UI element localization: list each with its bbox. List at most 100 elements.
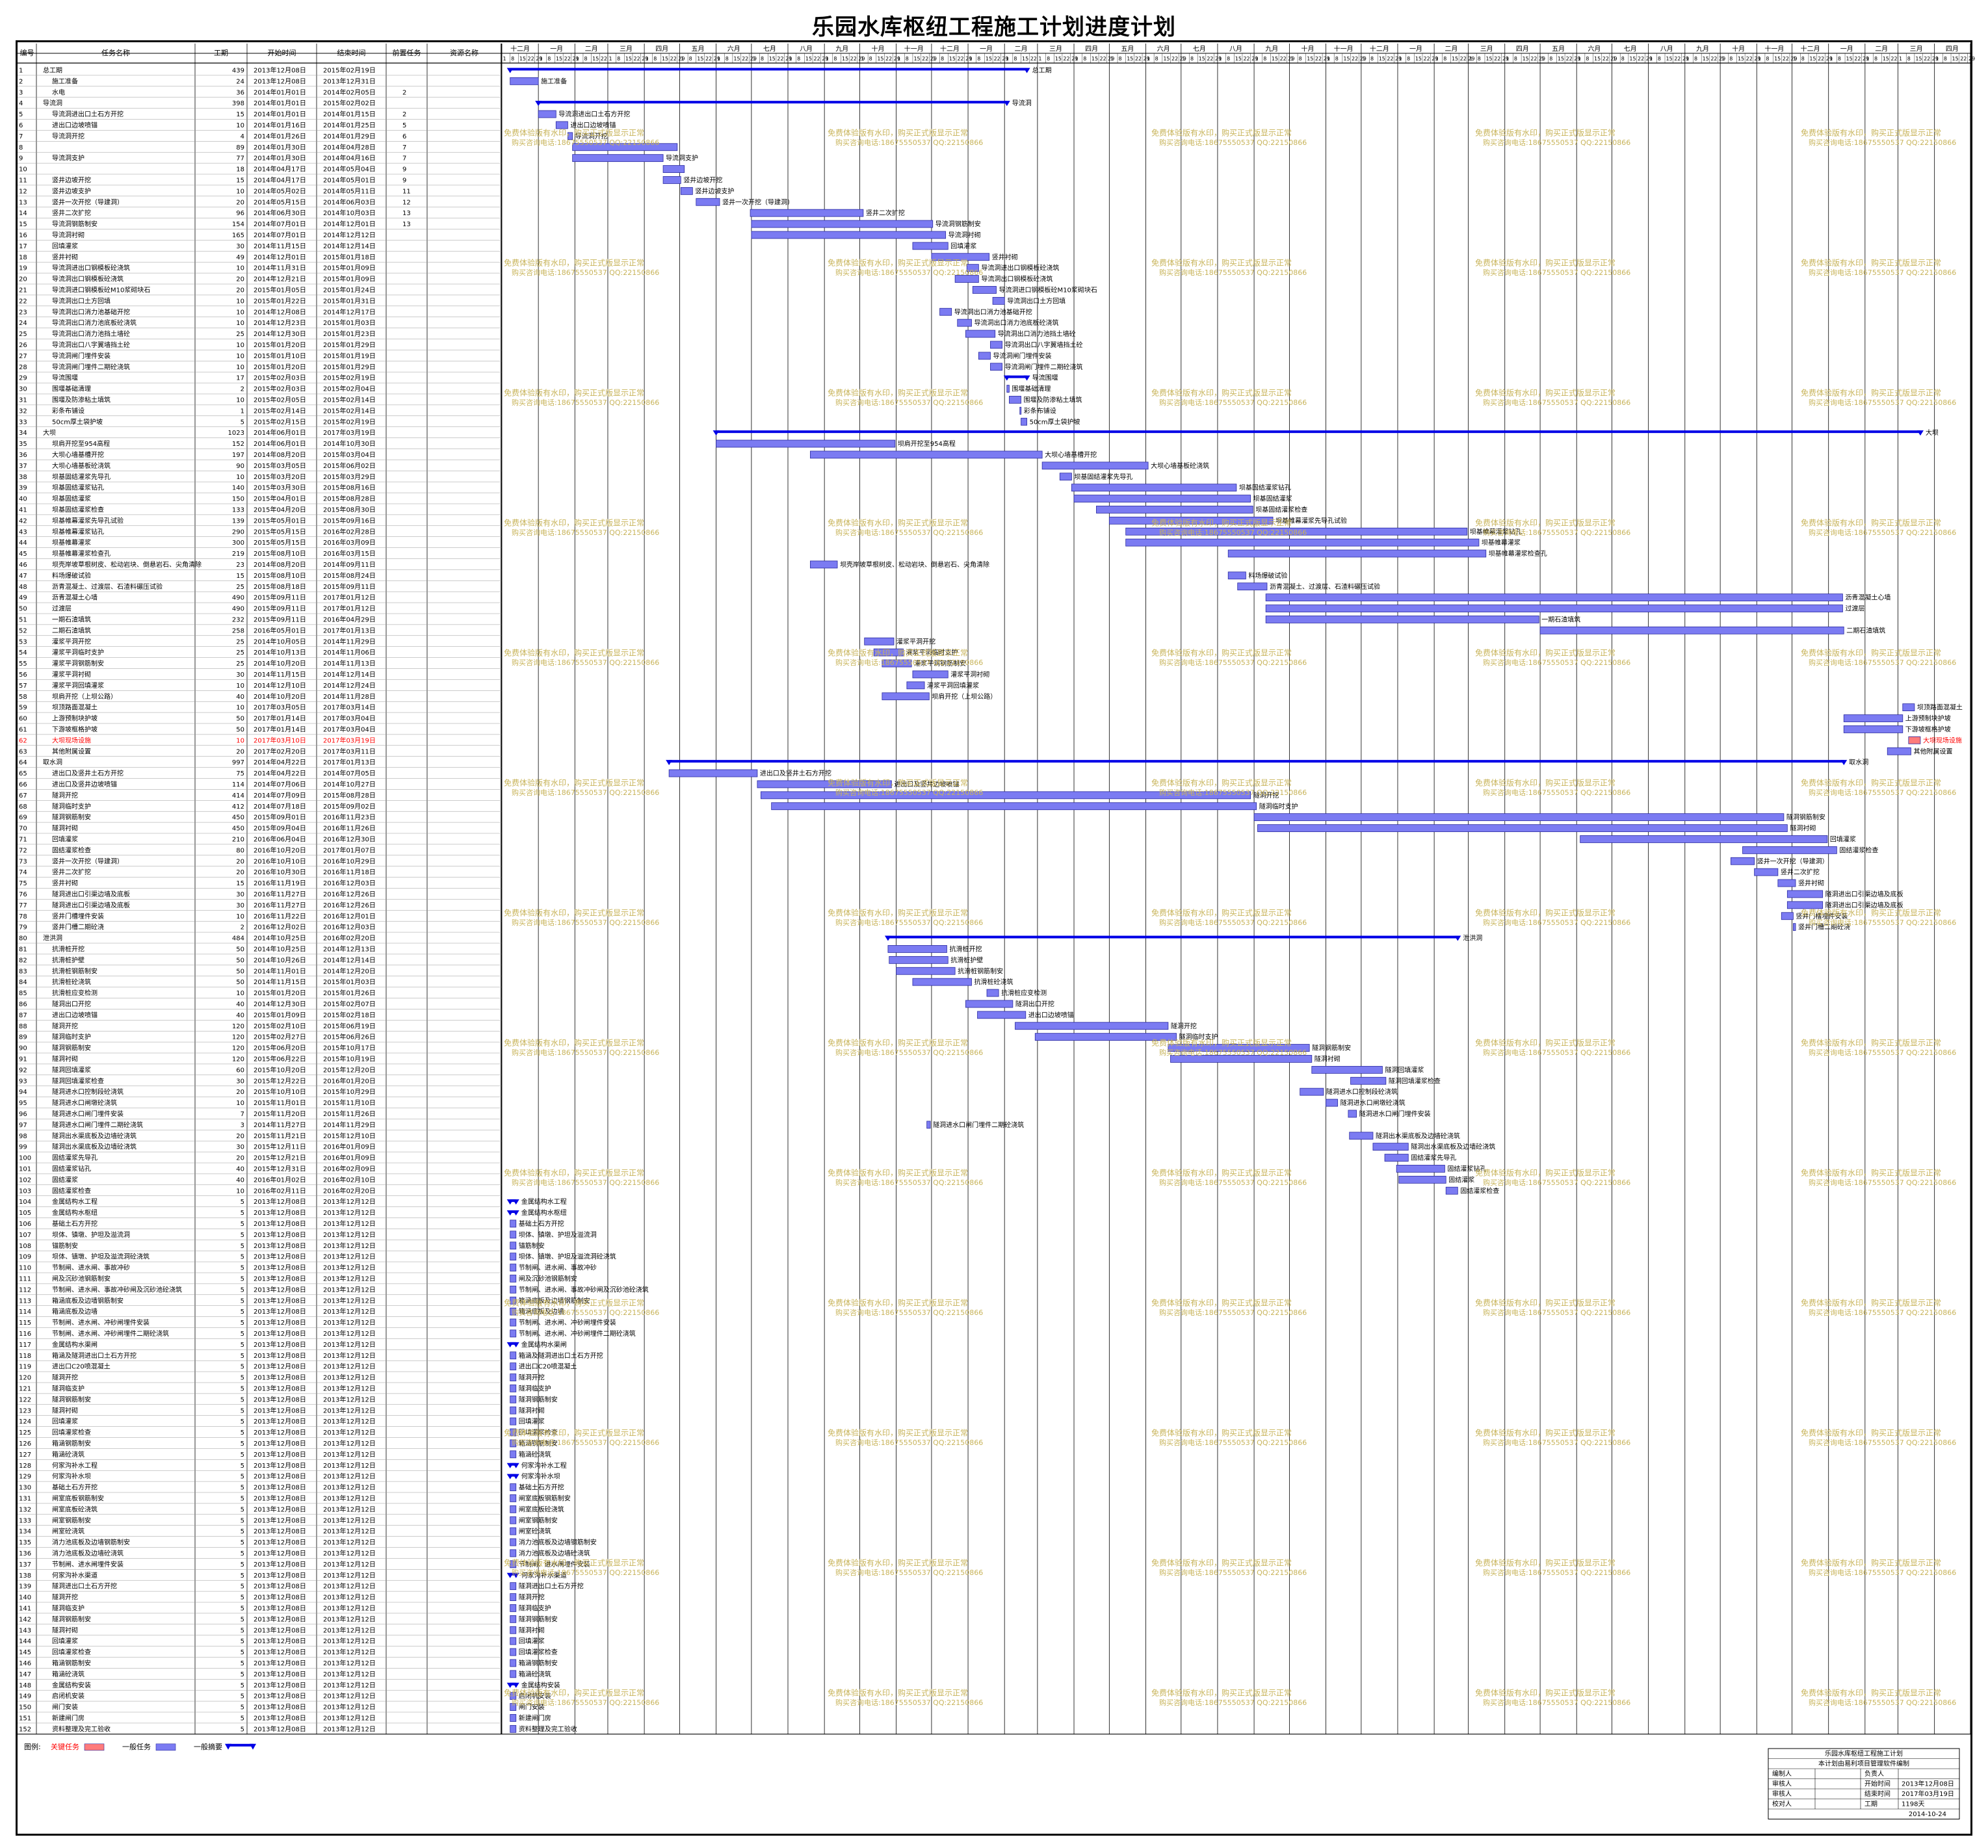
row-start: 2016年10月30日 [254, 868, 306, 876]
watermark-text: 免费体验版有水印，购买正式版显示正常 [828, 1168, 968, 1178]
bar-label: 大坝 [1926, 428, 1939, 437]
row-duration: 5 [241, 1649, 244, 1656]
row-name: 竖井二次扩挖 [52, 209, 91, 217]
task-bar [510, 1417, 517, 1425]
task-bar [510, 1373, 517, 1381]
row-end: 2015年08月24日 [323, 571, 376, 580]
row-start: 2015年05月15日 [254, 527, 306, 536]
row-start: 2013年12月08日 [254, 1604, 306, 1612]
row-duration: 5 [241, 1243, 244, 1250]
row-end: 2013年12月12日 [323, 1527, 376, 1535]
bar-label: 固结灌浆检查 [1460, 1186, 1499, 1195]
row-duration: 25 [236, 638, 244, 645]
row-duration: 5 [241, 1572, 244, 1580]
summary-start-marker [506, 68, 514, 73]
week-tick-label: 1 [1327, 56, 1330, 62]
bar-label: 节制闸、进水闸、事故冲砂闸及沉砂池砼浇筑 [519, 1285, 649, 1294]
row-start: 2015年03月05日 [254, 462, 306, 470]
row-end: 2013年12月12日 [323, 1219, 376, 1228]
row-id: 122 [19, 1396, 31, 1403]
bar-label: 隧洞进水口闸门埋件安装 [1359, 1110, 1431, 1118]
row-id: 150 [19, 1704, 31, 1711]
row-name: 闸室砼浇筑 [52, 1527, 85, 1535]
week-tick-label: 29 [1646, 56, 1653, 62]
watermark-text: 购买咨询电话:18675550537 QQ:22150866 [835, 1308, 983, 1317]
row-duration: 20 [236, 1133, 244, 1140]
bar-label: 坝基固结灌浆钻孔 [1239, 484, 1291, 492]
watermark-text: 免费体验版有水印，购买正式版显示正常 [504, 128, 644, 138]
watermark-text: 免费体验版有水印，购买正式版显示正常 [504, 1168, 644, 1178]
summary-start-marker [506, 1199, 514, 1205]
watermark-text: 购买咨询电话:18675550537 QQ:22150866 [835, 1438, 983, 1447]
row-duration: 5 [241, 1605, 244, 1612]
row-end: 2016年12月03日 [323, 879, 376, 887]
row-start: 2013年12月08日 [254, 1472, 306, 1481]
week-tick-label: 8 [1729, 56, 1733, 62]
watermark-text: 购买咨询电话:18675550537 QQ:22150866 [1159, 138, 1307, 147]
row-duration: 50 [236, 946, 244, 953]
row-duration: 5 [241, 1583, 244, 1591]
row-start: 2014年08月20日 [254, 560, 306, 569]
month-label: 九月 [1265, 46, 1278, 53]
week-tick-label: 1 [1469, 56, 1472, 62]
row-duration: 5 [241, 1550, 244, 1557]
row-end: 2013年12月12日 [323, 1626, 376, 1634]
row-duration: 5 [241, 1353, 244, 1360]
watermark-text: 购买咨询电话:18675550537 QQ:22150866 [835, 398, 983, 407]
row-predecessor: 11 [402, 188, 411, 195]
row-id: 51 [19, 616, 27, 623]
task-bar [510, 1615, 517, 1623]
row-id: 15 [19, 221, 27, 228]
week-tick-label: 1 [1541, 56, 1545, 62]
row-duration: 5 [241, 1451, 244, 1459]
month-label: 六月 [727, 46, 740, 53]
month-label: 七月 [763, 46, 776, 53]
row-end: 2017年01月07日 [323, 846, 376, 854]
info-box-value: 2017年03月19日 [1902, 1789, 1954, 1798]
week-tick-label: 22 [1530, 56, 1537, 62]
row-id: 75 [19, 880, 27, 887]
bar-label: 进出口及竖井边坡喷锚 [894, 780, 959, 788]
task-bar [912, 242, 948, 250]
row-start: 2015年01月20日 [254, 363, 306, 371]
row-start: 2017年03月10日 [254, 736, 306, 744]
row-end: 2013年12月12日 [323, 1648, 376, 1656]
week-tick-label: 1 [1182, 56, 1185, 62]
row-name: 隧洞钢筋制安 [52, 1044, 91, 1052]
week-tick-label: 1 [646, 56, 649, 62]
row-id: 115 [19, 1320, 31, 1327]
week-tick-label: 8 [1407, 56, 1410, 62]
task-bar [1265, 593, 1843, 602]
summary-start-marker [535, 101, 542, 107]
task-bar [510, 1527, 517, 1535]
row-duration: 10 [236, 298, 244, 305]
bar-label: 坝体、镇墩、护坦及溢流洞 [519, 1230, 597, 1239]
watermark-text: 免费体验版有水印，购买正式版显示正常 [504, 258, 644, 268]
row-duration: 7 [241, 1111, 244, 1118]
task-bar [1372, 1143, 1409, 1151]
row-id: 48 [19, 584, 27, 591]
summary-end-marker [1023, 68, 1030, 73]
row-id: 72 [19, 847, 27, 854]
row-name: 隧洞出口开挖 [52, 1000, 91, 1008]
row-duration: 18 [236, 166, 244, 174]
task-bar [510, 1395, 517, 1403]
row-id: 86 [19, 1001, 27, 1008]
task-bar [510, 1385, 517, 1392]
row-end: 2015年03月04日 [323, 450, 376, 459]
bar-label: 隧洞出口开挖 [1015, 1000, 1054, 1008]
week-tick-label: 22 [1207, 56, 1213, 62]
info-box-key: 开始时间 [1864, 1779, 1890, 1788]
row-start: 2014年11月27日 [254, 1121, 306, 1129]
row-id: 147 [19, 1671, 31, 1678]
bar-label: 箱涵钢筋制安 [519, 1439, 558, 1448]
row-end: 2015年01月09日 [323, 275, 376, 283]
row-end: 2013年12月12日 [323, 1560, 376, 1568]
task-bar [1265, 605, 1843, 612]
row-name: 箱涵钢筋制安 [52, 1439, 91, 1448]
row-predecessor: 13 [402, 221, 411, 228]
row-id: 88 [19, 1023, 27, 1030]
week-tick-label: 22 [850, 56, 857, 62]
row-id: 46 [19, 562, 27, 569]
row-name: 何家沟补水坝 [52, 1472, 91, 1481]
